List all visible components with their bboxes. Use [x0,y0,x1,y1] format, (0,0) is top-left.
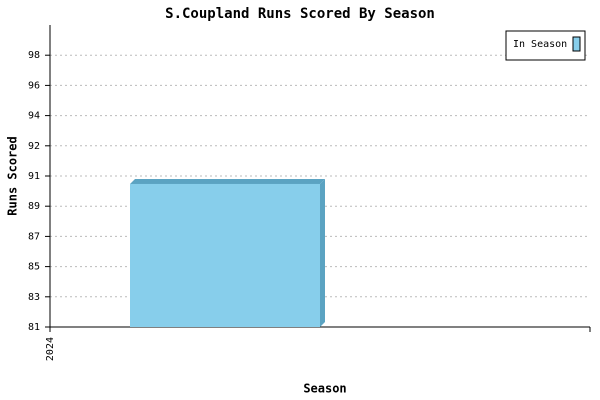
y-tick-label: 94 [28,111,40,122]
y-axis-title: Runs Scored [6,136,20,215]
y-tick-label: 89 [28,201,40,212]
y-tick-label: 91 [28,171,40,182]
bar [130,183,320,327]
y-tick-label: 98 [28,50,40,61]
bar-top [130,178,325,184]
y-tick-label: 87 [28,231,40,242]
x-tick-label: 2024 [45,337,56,361]
legend-swatch [572,36,581,52]
y-tick-label: 92 [28,141,40,152]
legend-label: In Season [513,39,567,50]
legend: In Season [505,30,586,61]
y-tick-label: 81 [28,322,40,333]
bar-side [320,178,325,327]
legend-box [505,30,586,61]
y-tick-label: 85 [28,262,40,273]
y-tick-label: 83 [28,292,40,303]
y-tick-label: 96 [28,80,40,91]
chart-title: S.Coupland Runs Scored By Season [165,6,435,22]
x-axis-title: Season [303,382,346,396]
